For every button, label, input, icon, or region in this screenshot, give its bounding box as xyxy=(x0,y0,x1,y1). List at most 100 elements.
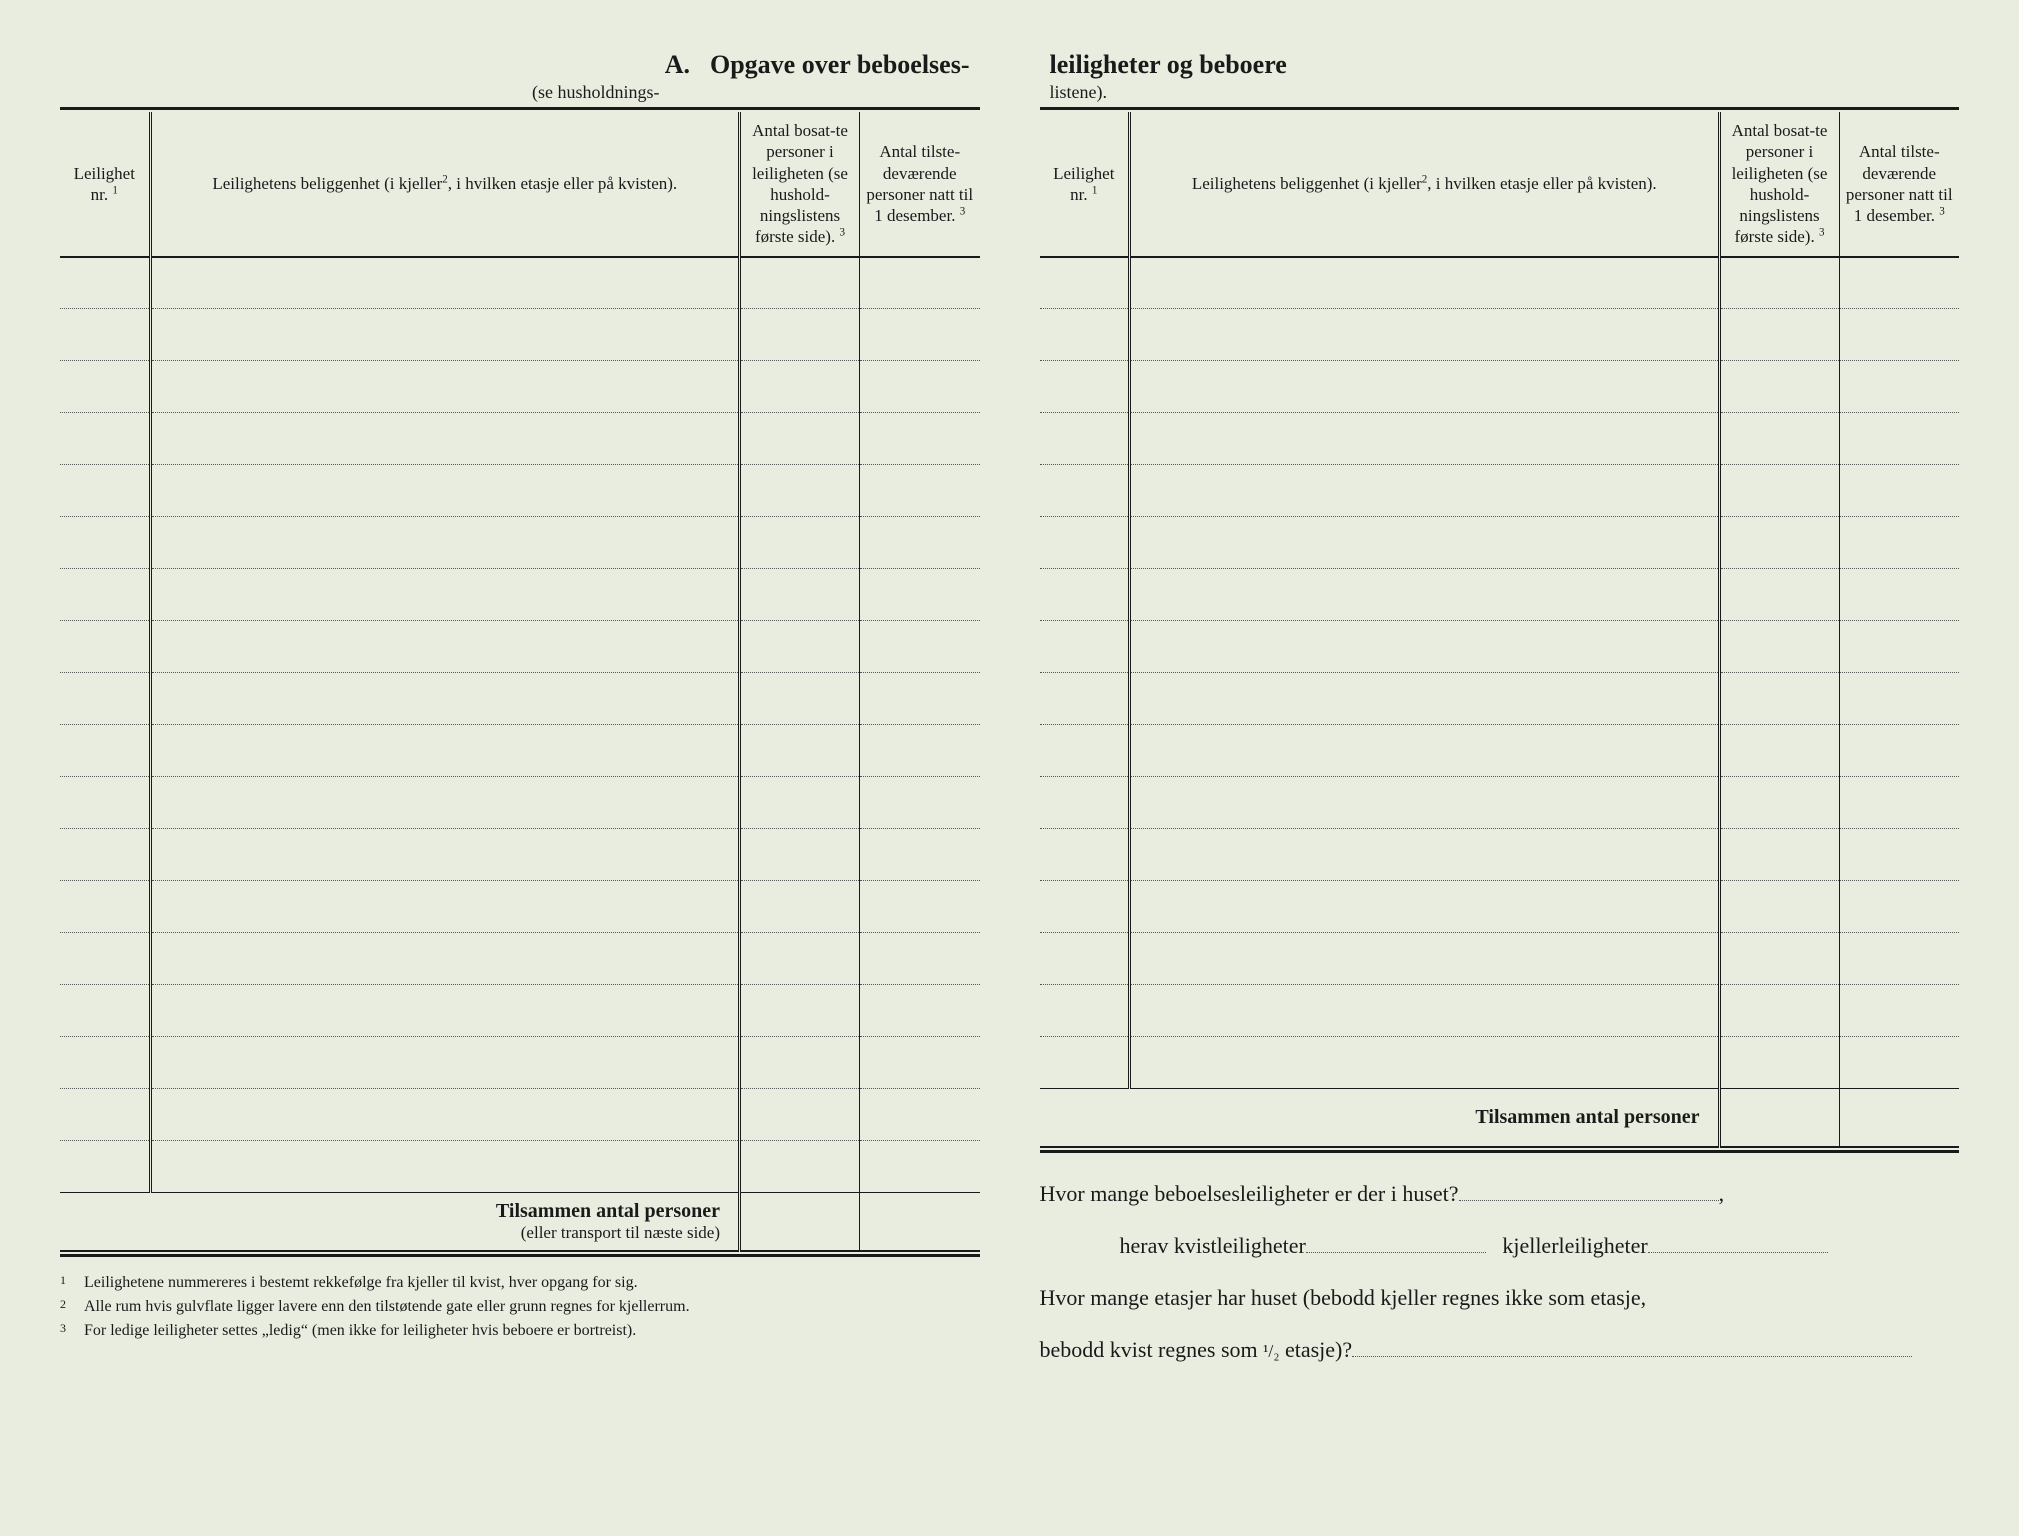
col-header-desc: Leilighetens beliggenhet (i kjeller2, i … xyxy=(1130,112,1720,257)
table-cell xyxy=(1040,933,1130,985)
table-cell xyxy=(1839,1037,1959,1089)
table-cell xyxy=(1719,309,1839,361)
table-row xyxy=(60,777,980,829)
rule xyxy=(60,1254,980,1257)
table-cell xyxy=(860,881,980,933)
table-cell xyxy=(860,933,980,985)
table-cell xyxy=(860,1141,980,1193)
table-cell xyxy=(1040,309,1130,361)
table-row xyxy=(60,933,980,985)
table-cell xyxy=(860,413,980,465)
question-1: Hvor mange beboelsesleiligheter er der i… xyxy=(1040,1171,1960,1217)
table-cell xyxy=(1839,621,1959,673)
table-cell xyxy=(1839,569,1959,621)
table-row xyxy=(60,257,980,309)
table-cell xyxy=(150,309,740,361)
col-header-desc: Leilighetens beliggenhet (i kjeller2, i … xyxy=(150,112,740,257)
table-cell xyxy=(740,621,860,673)
table-cell xyxy=(1719,829,1839,881)
table-cell xyxy=(1040,465,1130,517)
footnote-1: 1Leilighetene nummereres i bestemt rekke… xyxy=(60,1271,980,1295)
table-cell xyxy=(60,1037,150,1089)
table-cell xyxy=(740,309,860,361)
table-cell xyxy=(860,985,980,1037)
table-cell xyxy=(60,621,150,673)
table-cell xyxy=(860,309,980,361)
table-cell xyxy=(1130,621,1720,673)
table-cell xyxy=(1839,517,1959,569)
col-header-count1: Antal bosat-te personer i leiligheten (s… xyxy=(1719,112,1839,257)
table-cell xyxy=(60,517,150,569)
table-cell xyxy=(1719,777,1839,829)
table-cell xyxy=(1130,361,1720,413)
table-cell xyxy=(60,465,150,517)
table-cell xyxy=(150,933,740,985)
table-cell xyxy=(60,985,150,1037)
table-cell xyxy=(60,413,150,465)
col-header-count2: Antal tilste-deværende personer natt til… xyxy=(860,112,980,257)
subtitle-right: listene). xyxy=(1040,82,1960,103)
rule xyxy=(1040,107,1960,110)
table-cell xyxy=(60,569,150,621)
table-cell xyxy=(1839,933,1959,985)
table-cell xyxy=(1040,985,1130,1037)
table-row xyxy=(60,517,980,569)
table-cell xyxy=(740,257,860,309)
table-row xyxy=(60,881,980,933)
table-cell xyxy=(740,413,860,465)
table-cell xyxy=(150,985,740,1037)
subtitle-left: (se husholdnings- xyxy=(60,82,980,103)
table-cell xyxy=(860,465,980,517)
table-row xyxy=(1040,881,1960,933)
table-cell xyxy=(1719,881,1839,933)
table-cell xyxy=(1040,725,1130,777)
title-row-left: A. Opgave over beboelses- xyxy=(60,50,980,80)
table-row xyxy=(1040,985,1960,1037)
table-row xyxy=(60,1089,980,1141)
table-row xyxy=(1040,829,1960,881)
table-cell xyxy=(1839,725,1959,777)
table-cell xyxy=(1130,777,1720,829)
table-cell xyxy=(1719,933,1839,985)
table-cell xyxy=(1839,257,1959,309)
table-cell xyxy=(1719,985,1839,1037)
table-cell xyxy=(1130,725,1720,777)
table-row xyxy=(60,1037,980,1089)
table-cell xyxy=(860,725,980,777)
table-cell xyxy=(1719,673,1839,725)
table-row xyxy=(60,361,980,413)
table-row xyxy=(60,985,980,1037)
table-cell xyxy=(150,725,740,777)
table-cell xyxy=(1130,673,1720,725)
table-cell xyxy=(740,569,860,621)
table-cell xyxy=(1040,257,1130,309)
table-cell xyxy=(1839,465,1959,517)
table-cell xyxy=(860,361,980,413)
table-cell xyxy=(1719,465,1839,517)
table-cell xyxy=(150,517,740,569)
table-cell xyxy=(60,1089,150,1141)
sum-cell-1 xyxy=(1719,1089,1839,1147)
header-row: Leilighet nr. 1 Leilighetens beliggenhet… xyxy=(1040,112,1960,257)
table-row xyxy=(60,569,980,621)
table-cell xyxy=(860,1037,980,1089)
col-header-count1: Antal bosat-te personer i leiligheten (s… xyxy=(740,112,860,257)
table-cell xyxy=(740,933,860,985)
table-cell xyxy=(740,777,860,829)
table-row xyxy=(60,1141,980,1193)
table-cell xyxy=(150,361,740,413)
table-cell xyxy=(740,673,860,725)
table-cell xyxy=(1130,881,1720,933)
table-cell xyxy=(1719,257,1839,309)
table-cell xyxy=(150,569,740,621)
table-cell xyxy=(1719,569,1839,621)
table-cell xyxy=(1130,257,1720,309)
header-row: Leilighet nr. 1 Leilighetens beliggenhet… xyxy=(60,112,980,257)
table-row xyxy=(1040,309,1960,361)
table-cell xyxy=(150,621,740,673)
table-cell xyxy=(1719,361,1839,413)
table-cell xyxy=(1040,1037,1130,1089)
table-row xyxy=(60,621,980,673)
table-cell xyxy=(150,777,740,829)
table-cell xyxy=(860,777,980,829)
